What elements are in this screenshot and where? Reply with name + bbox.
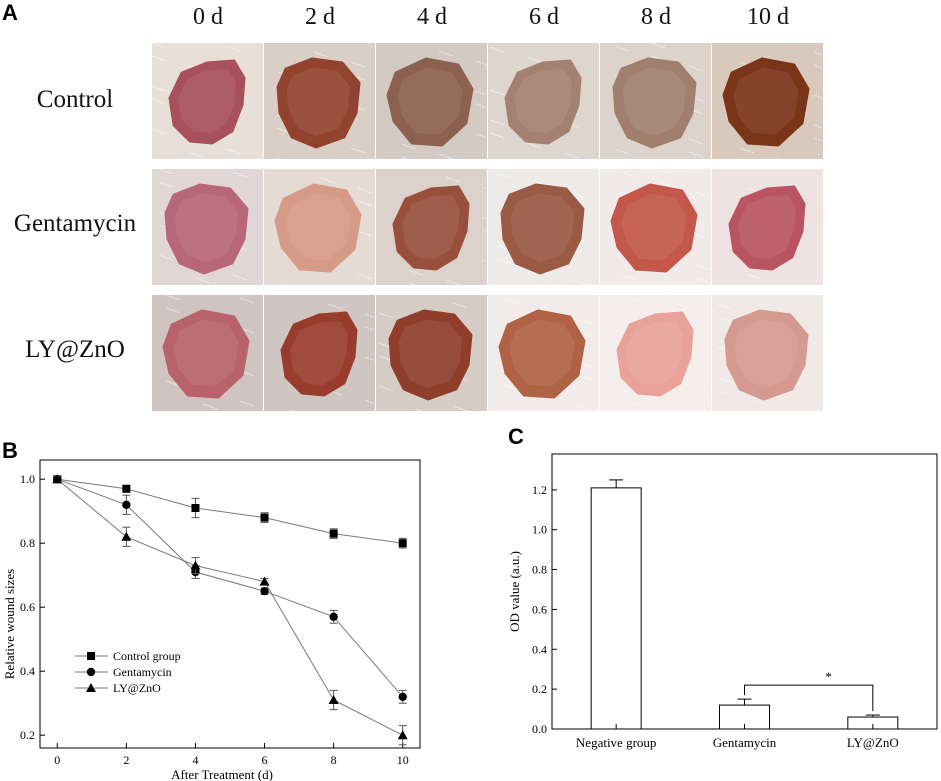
data-point — [398, 692, 407, 701]
legend-marker — [87, 652, 95, 660]
y-tick-label: 1.0 — [532, 523, 547, 537]
significance-star: * — [825, 669, 832, 684]
data-point — [122, 484, 131, 493]
wound-photo-control-6d — [488, 43, 599, 159]
y-tick-label: 1.0 — [20, 472, 35, 486]
legend-marker — [86, 683, 96, 692]
day-label-4: 4 d — [417, 4, 447, 30]
wound-photo-ly-zno-0d — [152, 295, 263, 411]
data-point — [190, 560, 201, 570]
x-tick-label: 8 — [331, 753, 337, 767]
x-tick-label: 2 — [123, 753, 129, 767]
row-label-gentamycin: Gentamycin — [13, 210, 137, 237]
wound-photo-gentamycin-8d — [600, 169, 711, 285]
series-line — [56, 478, 403, 736]
data-point — [398, 539, 407, 548]
wound-photo-ly-zno-4d — [376, 295, 487, 411]
y-tick-label: 0.8 — [20, 536, 35, 550]
bar-negative-group — [590, 487, 642, 730]
wound-photo-control-4d — [376, 43, 487, 159]
wound-photo-control-10d — [712, 43, 823, 159]
legend-label: LY@ZnO — [113, 681, 161, 695]
data-point — [122, 500, 131, 509]
wound-photo-ly-zno-8d — [600, 295, 711, 411]
y-tick-label: 0.2 — [20, 728, 35, 742]
plot-frame — [39, 459, 421, 749]
x-tick-label: 0 — [54, 753, 60, 767]
data-point — [397, 730, 408, 740]
wound-photo-ly-zno-10d — [712, 295, 823, 411]
x-tick-label: Negative group — [576, 735, 657, 750]
wound-photo-control-2d — [264, 43, 375, 159]
row-label-control: Control — [36, 86, 114, 113]
y-tick-label: 0.2 — [532, 682, 547, 696]
y-tick-label: 1.2 — [532, 483, 547, 497]
od-value-bar-chart: 0.0 0.2 0.4 0.6 0.8 1.0 1.2 OD value (a.u.) Nega… — [507, 453, 938, 750]
data-point — [121, 531, 132, 541]
x-tick-label: 6 — [262, 753, 268, 767]
wound-photo-ly-zno-2d — [264, 295, 375, 411]
x-tick-label: LY@ZnO — [847, 735, 899, 750]
data-point — [259, 576, 270, 586]
x-tick-label: 10 — [397, 753, 409, 767]
legend-label: Gentamycin — [113, 665, 172, 679]
data-point — [191, 504, 200, 512]
y-tick-label: 0.6 — [532, 602, 547, 616]
data-point — [328, 695, 339, 704]
x-tick-label: Gentamycin — [713, 735, 777, 750]
day-label-10: 10 d — [747, 4, 789, 30]
data-point — [52, 474, 63, 484]
day-label-6: 6 d — [529, 4, 559, 30]
panel-a-label: A — [2, 0, 18, 25]
data-point — [329, 612, 338, 621]
wound-photo-gentamycin-4d — [376, 169, 487, 285]
y-tick-label: 0.4 — [532, 642, 547, 656]
y-tick-label: 0.4 — [20, 664, 35, 678]
row-label-ly-zno: LY@ZnO — [25, 336, 125, 363]
y-tick-label: 0.6 — [20, 600, 35, 614]
x-tick-label: 4 — [192, 753, 198, 767]
panel-b-label: B — [2, 438, 18, 463]
y-tick-label: 0.0 — [532, 722, 547, 736]
wound-photo-control-0d — [152, 43, 263, 159]
series-line — [57, 478, 403, 544]
wound-photo-gentamycin-0d — [152, 169, 263, 285]
panel-c-label: C — [508, 424, 524, 449]
y-axis-label: Relative wound sizes — [2, 569, 17, 679]
significance-bracket — [744, 684, 874, 712]
wound-photo-control-8d — [600, 43, 711, 159]
legend: Control group Gentamycin LY@ZnO — [75, 649, 181, 695]
legend-marker — [86, 667, 96, 677]
series-control-group — [53, 475, 407, 549]
x-axis-label: After Treatment (d) — [171, 767, 273, 781]
day-label-8: 8 d — [641, 4, 671, 30]
series-ly-zno — [52, 474, 408, 746]
y-axis-label: OD value (a.u.) — [507, 551, 522, 632]
legend-label: Control group — [113, 649, 181, 663]
wound-photo-gentamycin-6d — [488, 169, 599, 285]
series-line — [57, 478, 404, 698]
series-gentamycin — [53, 475, 407, 704]
data-point — [329, 529, 338, 538]
data-point — [260, 587, 269, 596]
wound-photo-ly-zno-6d — [488, 295, 599, 411]
y-tick-label: 0.8 — [532, 563, 547, 577]
data-point — [260, 513, 269, 522]
day-label-2: 2 d — [305, 4, 335, 30]
wound-photo-gentamycin-10d — [712, 169, 823, 285]
wound-size-line-chart: 0 2 4 6 8 10 0.2 0.4 0.6 0.8 1.0 After Treatment (d… — [2, 459, 421, 781]
day-label-0: 0 d — [193, 4, 223, 30]
wound-photo-gentamycin-2d — [264, 169, 375, 285]
